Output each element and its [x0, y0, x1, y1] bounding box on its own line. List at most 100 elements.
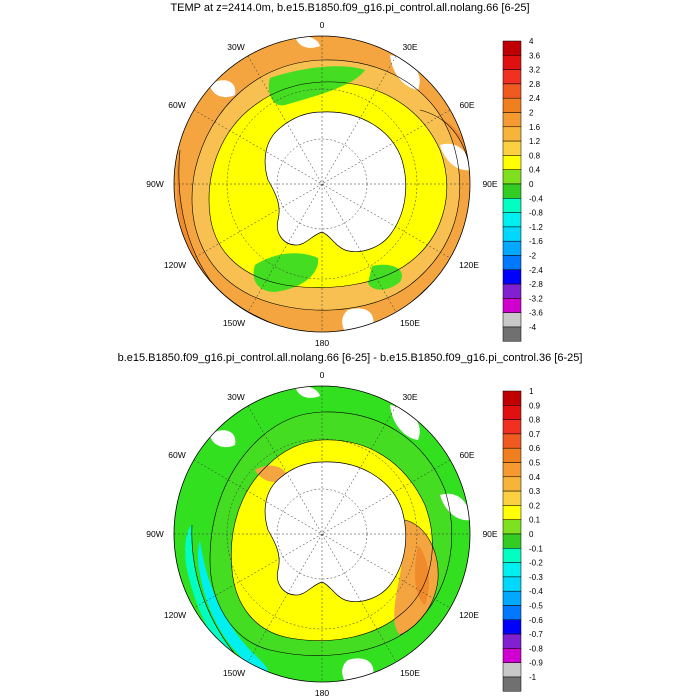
colorbar-tick-label: 0.4: [529, 473, 541, 482]
colorbar-swatch: [502, 576, 522, 592]
colorbar-tick-label: -0.4: [529, 194, 543, 203]
colorbar-tick-label: -0.8: [529, 644, 543, 653]
land-south-america: [210, 430, 236, 448]
cyan-region-west-inner: [197, 540, 269, 675]
colorbar-swatch: [502, 590, 522, 606]
colorbar-swatch: [502, 505, 522, 520]
land-antarctica: [264, 461, 407, 602]
colorbar-tick-label: 0.6: [529, 444, 541, 453]
colorbar-swatch: [502, 405, 522, 420]
colorbar-swatch: [502, 97, 522, 113]
colorbar-swatch: [502, 633, 522, 649]
land-south-america-tip: [295, 386, 320, 398]
panel-2-lon-labels: 0 30E 60E 90E 120E 150E 180 150W 120W 90…: [146, 370, 498, 698]
colorbar-swatch: [502, 462, 522, 478]
colorbar-swatch: [502, 490, 522, 506]
colorbar-swatch: [502, 183, 522, 199]
colorbar-tick-label: -2.8: [529, 280, 543, 289]
colorbar-tick-label: 0.1: [529, 516, 541, 525]
lon-label: 120W: [164, 610, 186, 620]
colorbar-swatch: [502, 169, 522, 185]
panel-2-map: [173, 385, 471, 683]
colorbar-swatch: [502, 390, 522, 406]
colorbar-tick-label: -0.5: [529, 602, 543, 611]
colorbar-tick-label: 0.4: [529, 166, 541, 175]
colorbar-tick-label: -1: [529, 673, 537, 682]
land-south-america-tip: [295, 36, 320, 48]
colorbar-tick-label: 0.2: [529, 501, 541, 510]
colorbar-swatch: [502, 283, 522, 299]
lon-label: 60W: [168, 450, 185, 460]
colorbar-tick-label: 1: [529, 387, 534, 396]
lon-label: 120E: [459, 610, 479, 620]
colorbar-tick-label: 0: [529, 530, 534, 539]
map-border: [173, 385, 471, 683]
colorbar-tick-label: -4: [529, 323, 537, 332]
colorbar-tick-label: 0.5: [529, 459, 541, 468]
colorbar-swatch: [502, 83, 522, 99]
lon-label: 180: [315, 688, 329, 698]
colorbar-swatch: [502, 269, 522, 285]
colorbar-tick-label: -2.4: [529, 266, 543, 275]
colorbar-tick-label: 0.7: [529, 430, 541, 439]
panel-1-colorbar: 4 3.6 3.2 2.8 2.4 2 1.6 1.2 0.8 0.4 0 -0.4 -0.8 -1.2 -…: [502, 37, 543, 342]
colorbar-swatch: [502, 155, 522, 170]
colorbar-tick-label: -0.4: [529, 587, 543, 596]
cold-region-ross-sea: [253, 253, 319, 292]
panel-1-lon-labels: 0 30E 60E 90E 120E 150E 180 150W 120W 90…: [146, 20, 498, 348]
colorbar-tick-label: -0.8: [529, 209, 543, 218]
lon-label: 30E: [402, 392, 417, 402]
colorbar-swatch: [502, 55, 522, 70]
lon-label: 0: [320, 370, 325, 380]
colorbar-tick-label: -0.9: [529, 659, 543, 668]
colorbar-tick-label: 3.6: [529, 51, 541, 60]
colorbar-tick-label: 3.2: [529, 66, 541, 75]
colorbar-swatch: [502, 519, 522, 535]
land-new-zealand: [342, 658, 374, 682]
colorbar-tick-label: 0.8: [529, 416, 541, 425]
lon-label: 90E: [482, 179, 497, 189]
land-south-america: [210, 80, 236, 98]
colorbar-swatch: [502, 676, 522, 692]
lon-label: 120E: [459, 260, 479, 270]
colorbar-tick-label: -1.2: [529, 223, 543, 232]
lon-label: 120W: [164, 260, 186, 270]
lon-label: 90W: [146, 529, 163, 539]
colorbar-tick-label: 1.6: [529, 123, 541, 132]
lon-label: 150E: [400, 668, 420, 678]
warm-anomaly-east-core: [414, 545, 430, 605]
lon-label: 60E: [459, 100, 474, 110]
lon-label: 30W: [227, 42, 244, 52]
colorbar-swatch: [502, 198, 522, 213]
colorbar-swatch: [502, 126, 522, 142]
lon-label: 90E: [482, 529, 497, 539]
colorbar-swatch: [502, 548, 522, 563]
colorbar-tick-label: -0.6: [529, 616, 543, 625]
colorbar-tick-label: 0.8: [529, 151, 541, 160]
lon-label: 30E: [402, 42, 417, 52]
lon-label: 60E: [459, 450, 474, 460]
land-new-zealand: [342, 308, 374, 332]
lon-label: 150E: [400, 318, 420, 328]
colorbar-swatch: [502, 476, 522, 492]
cold-region-north: [268, 66, 365, 106]
colorbar-tick-label: -0.7: [529, 630, 543, 639]
panel-2-colorbar: 1 0.9 0.8 0.7 0.6 0.5 0.4 0.3 0.2 0.1 0 -0.1 -0.2 -0.…: [502, 387, 543, 692]
panel-1-title: TEMP at z=2414.0m, b.e15.B1850.f09_g16.p…: [170, 2, 530, 14]
colorbar-tick-label: -0.3: [529, 573, 543, 582]
panel-2-title: b.e15.B1850.f09_g16.pi_control.all.nolan…: [117, 352, 583, 364]
colorbar-swatch: [502, 298, 522, 313]
colorbar-tick-label: 2: [529, 109, 534, 118]
colorbar-swatch: [502, 562, 522, 578]
colorbar-tick-label: -0.1: [529, 544, 543, 553]
land-indian-ocean: [440, 143, 470, 171]
lon-label: 150W: [223, 668, 245, 678]
colorbar-swatch: [502, 662, 522, 678]
colorbar-swatch: [502, 648, 522, 663]
cold-region-south-east: [368, 264, 402, 290]
colorbar-swatch: [502, 533, 522, 549]
colorbar-tick-label: -3.6: [529, 309, 543, 318]
colorbar-swatch: [502, 226, 522, 242]
lon-label: 0: [320, 20, 325, 30]
land-antarctica: [264, 111, 407, 252]
